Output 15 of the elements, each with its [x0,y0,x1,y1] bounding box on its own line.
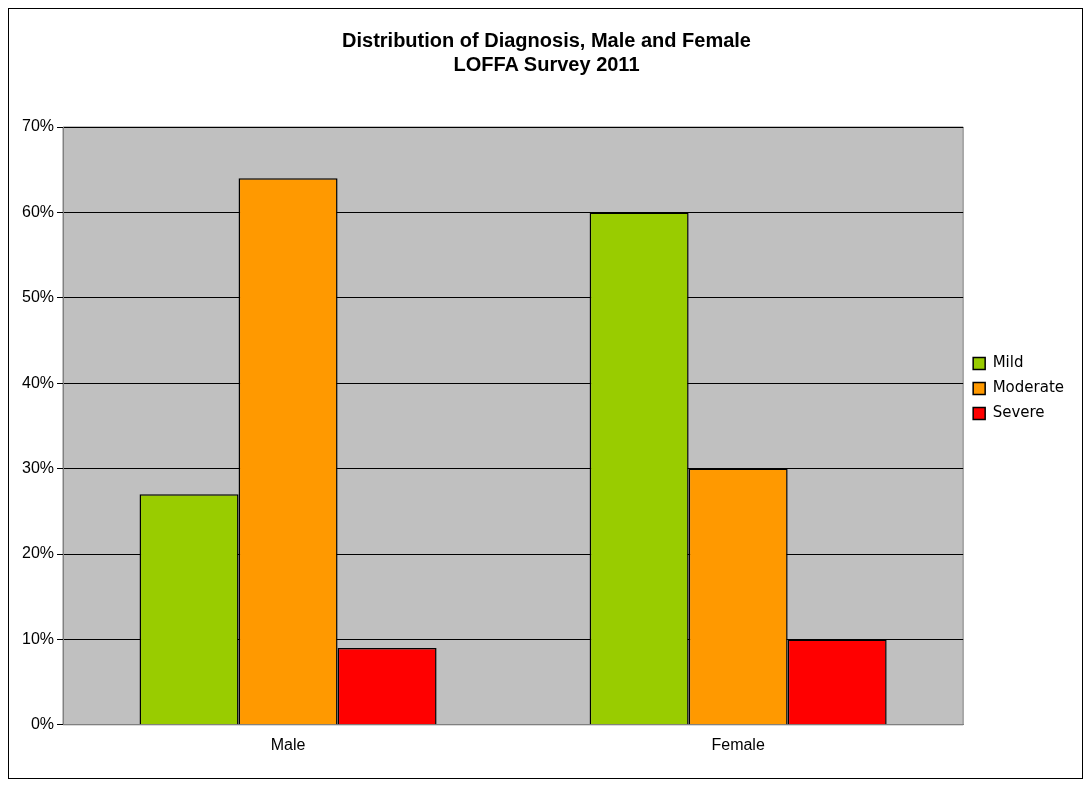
x-tick-label: Male [270,735,306,753]
y-tick-label: 10% [21,629,55,647]
y-tick-label: 40% [21,373,55,391]
y-tick-label: 50% [21,288,55,306]
text: LOFFA Survey 2011 [453,52,640,75]
y-tick-label: 70% [21,117,55,135]
legend-label: Mild [992,353,1024,372]
y-tick-label: 30% [21,459,55,477]
x-tick-label: Female [711,735,765,753]
legend-label: Moderate [992,378,1065,397]
y-tick-label: 60% [21,202,55,220]
legend-label: Severe [992,403,1045,422]
y-tick-label: 20% [21,544,55,562]
text: Distribution of Diagnosis, Male and Female [342,28,751,51]
y-tick-label: 0% [30,715,55,733]
